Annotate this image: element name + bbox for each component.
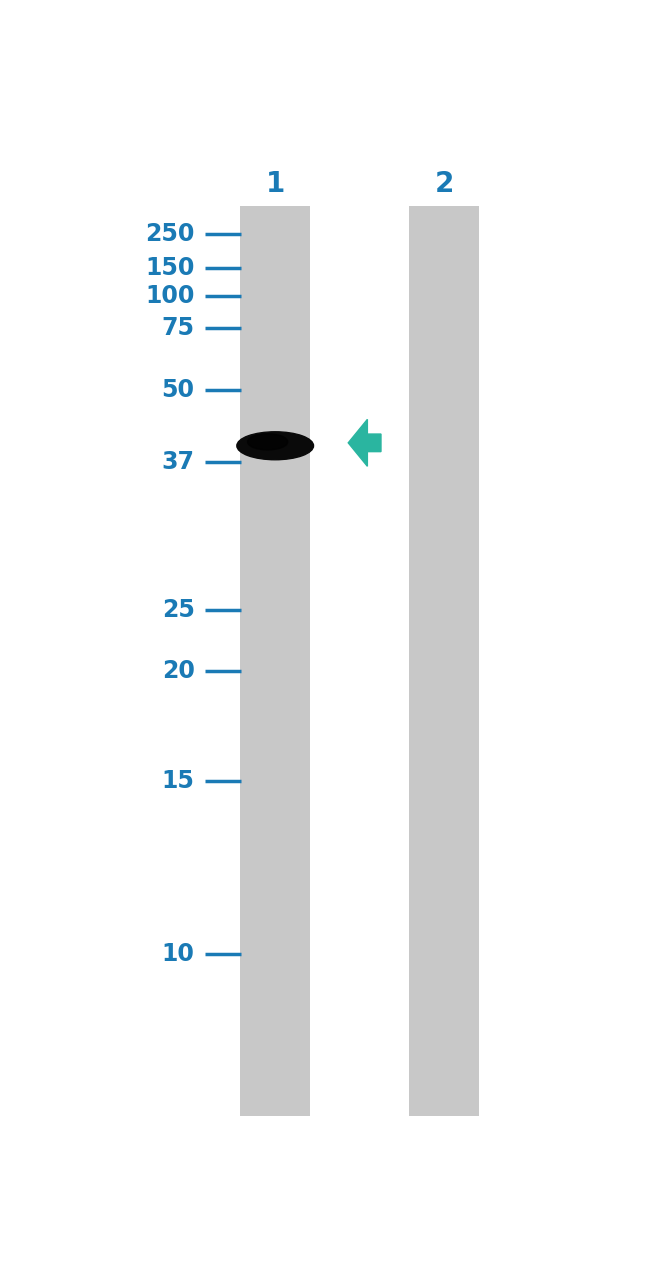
Text: 25: 25 xyxy=(162,598,194,622)
Text: 37: 37 xyxy=(162,451,194,475)
Text: 50: 50 xyxy=(162,378,194,403)
FancyArrow shape xyxy=(348,419,381,466)
Text: 100: 100 xyxy=(145,284,194,309)
Text: 10: 10 xyxy=(162,942,194,966)
Ellipse shape xyxy=(237,432,313,460)
Text: 1: 1 xyxy=(266,170,285,198)
Bar xyxy=(240,206,311,1115)
Text: 250: 250 xyxy=(145,221,194,245)
Text: 20: 20 xyxy=(162,659,194,683)
Ellipse shape xyxy=(248,434,288,450)
Text: 150: 150 xyxy=(145,255,194,279)
Text: 2: 2 xyxy=(434,170,454,198)
Text: 75: 75 xyxy=(162,316,194,340)
Text: 15: 15 xyxy=(162,770,194,794)
Bar xyxy=(409,206,479,1115)
